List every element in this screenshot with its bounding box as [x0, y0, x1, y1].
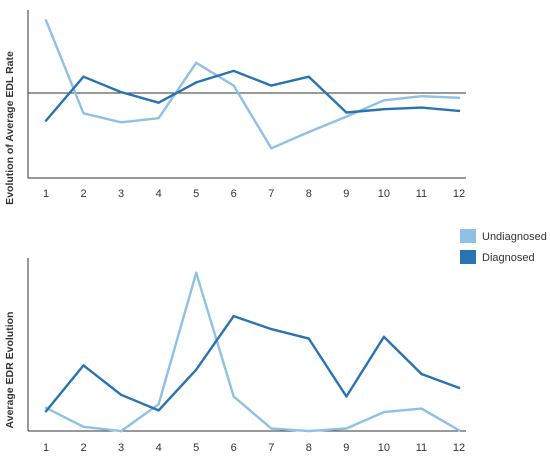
data-point-diagnosed [232, 69, 235, 73]
chart-top: Evolution of Average EDL Rate 1 2 3 4 5 6 7 8 9 10… [4, 10, 466, 205]
data-point-undiagnosed [345, 427, 348, 430]
data-point-diagnosed [157, 409, 160, 412]
legend-swatch-undiagnosed [460, 229, 476, 243]
x-tick-label: 8 [306, 188, 312, 200]
x-tick-label: 10 [378, 188, 390, 200]
x-tick-label: 4 [156, 442, 162, 454]
data-point-diagnosed [270, 84, 273, 87]
x-tick-label: 3 [118, 188, 124, 200]
data-point-undiagnosed [194, 61, 198, 65]
x-tick-label: 9 [343, 188, 349, 200]
data-point-diagnosed [382, 335, 386, 339]
x-tick-label: 2 [80, 188, 86, 200]
x-tick-label: 12 [453, 442, 465, 454]
x-tick-label: 5 [193, 442, 199, 454]
series-line-diagnosed [44, 69, 461, 122]
data-point-diagnosed [420, 372, 423, 376]
data-point-diagnosed [119, 393, 123, 397]
data-point-undiagnosed [232, 395, 235, 398]
x-tick-label: 7 [268, 442, 274, 454]
series-line-undiagnosed [44, 271, 461, 433]
series-line-undiagnosed [44, 19, 461, 150]
data-point-diagnosed [270, 327, 273, 331]
data-point-diagnosed [82, 75, 85, 78]
data-point-undiagnosed [270, 427, 273, 430]
data-point-undiagnosed [457, 429, 461, 432]
x-tick-label: 2 [80, 442, 86, 454]
x-tick-label: 9 [343, 442, 349, 454]
data-point-diagnosed [307, 75, 311, 78]
data-point-diagnosed [119, 90, 123, 94]
legend-swatch-diagnosed [460, 250, 476, 264]
x-tick-label: 5 [193, 188, 199, 200]
data-point-undiagnosed [194, 271, 198, 275]
x-tick-label: 12 [453, 188, 465, 200]
data-point-undiagnosed [232, 84, 235, 87]
x-tick-label: 3 [118, 442, 124, 454]
legend-label-diagnosed: Diagnosed [482, 252, 535, 264]
legend-label-undiagnosed: Undiagnosed [482, 231, 547, 243]
data-point-diagnosed [457, 386, 461, 390]
data-point-undiagnosed [307, 429, 311, 433]
data-point-diagnosed [457, 109, 461, 113]
x-tick-label: 10 [378, 442, 390, 454]
data-point-undiagnosed [345, 115, 348, 118]
x-tick-label: 1 [43, 442, 49, 454]
data-point-diagnosed [345, 111, 348, 114]
data-point-undiagnosed [420, 95, 423, 98]
y-axis-label: Average EDR Evolution [4, 312, 16, 429]
data-point-diagnosed [194, 368, 198, 371]
data-point-undiagnosed [157, 403, 160, 406]
data-point-undiagnosed [382, 99, 386, 102]
data-point-diagnosed [157, 101, 160, 104]
data-point-undiagnosed [82, 112, 85, 115]
data-point-diagnosed [307, 337, 311, 340]
x-tick-label: 11 [416, 188, 427, 200]
x-tick-label: 1 [43, 188, 49, 200]
x-tick-label: 7 [268, 188, 274, 200]
data-point-undiagnosed [382, 410, 386, 414]
data-point-undiagnosed [44, 406, 48, 409]
data-point-diagnosed [82, 364, 85, 367]
data-point-undiagnosed [270, 147, 273, 150]
data-point-undiagnosed [307, 130, 311, 134]
x-tick-label: 4 [156, 188, 162, 200]
data-point-undiagnosed [420, 407, 423, 410]
data-point-diagnosed [345, 395, 348, 398]
data-point-diagnosed [44, 410, 48, 413]
data-point-undiagnosed [457, 96, 461, 100]
data-point-undiagnosed [119, 121, 123, 124]
data-point-undiagnosed [157, 116, 160, 120]
data-point-diagnosed [44, 119, 48, 122]
data-point-diagnosed [420, 106, 423, 109]
data-point-undiagnosed [44, 19, 48, 22]
data-point-undiagnosed [119, 429, 123, 433]
legend: Undiagnosed Diagnosed [460, 229, 547, 264]
x-tick-label: 6 [231, 188, 237, 200]
data-point-diagnosed [232, 314, 235, 318]
x-tick-label: 8 [306, 442, 312, 454]
x-tick-label: 11 [416, 442, 427, 454]
series-line-diagnosed [44, 314, 461, 413]
data-point-undiagnosed [82, 425, 85, 429]
data-point-diagnosed [382, 108, 386, 111]
y-axis-label: Evolution of Average EDL Rate [4, 51, 16, 205]
data-point-diagnosed [194, 81, 198, 84]
x-tick-label: 6 [231, 442, 237, 454]
